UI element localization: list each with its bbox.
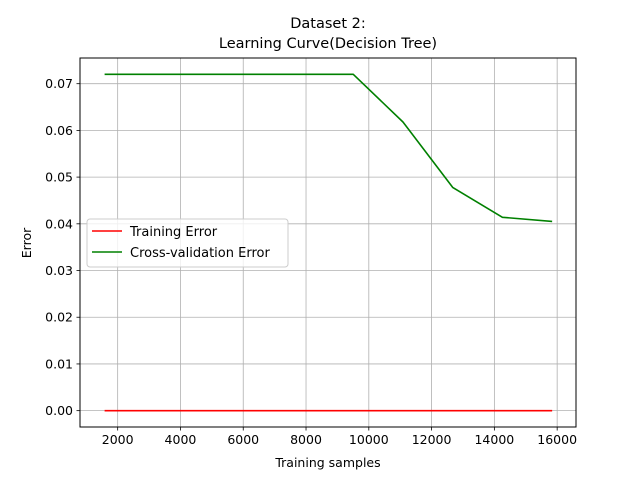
chart-title-line-2: Learning Curve(Decision Tree) bbox=[219, 36, 437, 52]
y-tick-label: 0.05 bbox=[45, 170, 73, 185]
x-axis-label: Training samples bbox=[274, 455, 380, 470]
x-tick-label: 8000 bbox=[290, 432, 322, 447]
legend-box bbox=[86, 218, 289, 268]
x-tick-label: 4000 bbox=[165, 432, 197, 447]
y-tick-label: 0.03 bbox=[45, 263, 73, 278]
plot-area-frame bbox=[79, 57, 577, 428]
legend: Training Error Cross-validation Error bbox=[86, 218, 289, 268]
legend-label-cross-validation-error: Cross-validation Error bbox=[130, 246, 270, 261]
x-tick-label: 2000 bbox=[102, 432, 134, 447]
y-axis-label: Error bbox=[19, 227, 34, 258]
y-tick-label: 0.00 bbox=[45, 403, 73, 418]
x-tick-label: 10000 bbox=[349, 432, 389, 447]
series-lines bbox=[104, 73, 553, 412]
x-tick-label: 14000 bbox=[474, 432, 514, 447]
y-tick-label: 0.01 bbox=[45, 356, 73, 371]
series-line-cross-validation-error bbox=[104, 73, 553, 223]
y-tick-label: 0.06 bbox=[45, 123, 73, 138]
y-tick-label: 0.02 bbox=[45, 310, 73, 325]
y-tick-label: 0.04 bbox=[45, 216, 73, 231]
chart-title-line-1: Dataset 2: bbox=[290, 16, 366, 32]
x-tick-label: 6000 bbox=[227, 432, 259, 447]
legend-label-training-error: Training Error bbox=[129, 225, 218, 240]
x-tick-label: 16000 bbox=[537, 432, 577, 447]
y-tick-label: 0.07 bbox=[45, 76, 73, 91]
x-tick-label: 12000 bbox=[412, 432, 452, 447]
axis-ticks: 2000 4000 6000 8000 10000 12000 14000 16000 0.00… bbox=[45, 76, 577, 447]
